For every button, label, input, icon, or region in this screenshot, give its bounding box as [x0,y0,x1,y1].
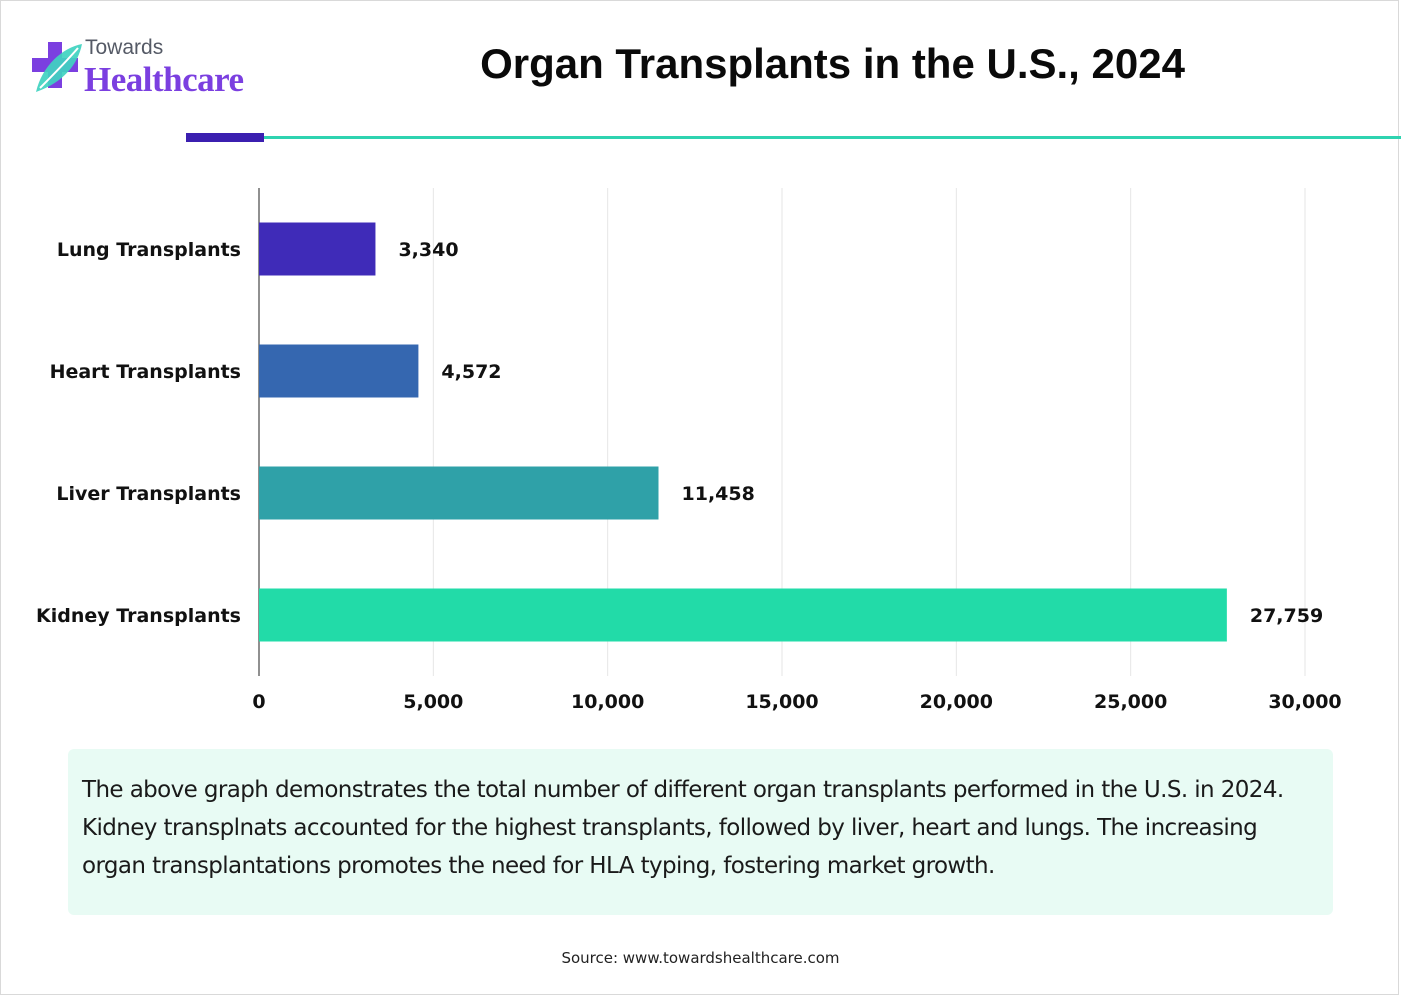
header-rule-line [264,136,1401,139]
x-tick-label: 30,000 [1268,691,1341,713]
x-tick-label: 20,000 [920,691,993,713]
bar-chart: Lung Transplants 3,340 Heart Transplants 4,… [36,188,1342,713]
bar-kidney-transplants[interactable] [259,588,1227,642]
source-credit: Source: www.towardshealthcare.com [561,949,840,967]
x-tick-label: 25,000 [1094,691,1167,713]
x-tick-label: 10,000 [571,691,644,713]
category-label: Heart Transplants [50,361,241,383]
category-label: Kidney Transplants [36,605,241,627]
bar-lung-transplants[interactable] [259,222,376,276]
medical-cross-leaf-icon [32,42,82,92]
header-rule-accent [186,133,264,142]
x-tick-label: 15,000 [745,691,818,713]
logo-healthcare-text: Healthcare [84,60,244,99]
description-text: The above graph demonstrates the total n… [82,777,1284,879]
data-label: 27,759 [1250,605,1323,627]
x-tick-label: 0 [252,691,265,713]
x-tick-label: 5,000 [403,691,463,713]
category-label: Liver Transplants [56,483,241,505]
category-label: Lung Transplants [57,239,241,261]
chart-title: Organ Transplants in the U.S., 2024 [480,40,1185,87]
logo-towards-text: Towards [85,36,164,59]
brand-logo[interactable]: Towards Healthcare [28,36,268,106]
bar-heart-transplants[interactable] [259,344,419,398]
data-label: 4,572 [441,361,501,383]
description-box: The above graph demonstrates the total n… [68,749,1333,915]
data-label: 11,458 [682,483,755,505]
data-label: 3,340 [398,239,458,261]
bar-liver-transplants[interactable] [259,466,659,520]
